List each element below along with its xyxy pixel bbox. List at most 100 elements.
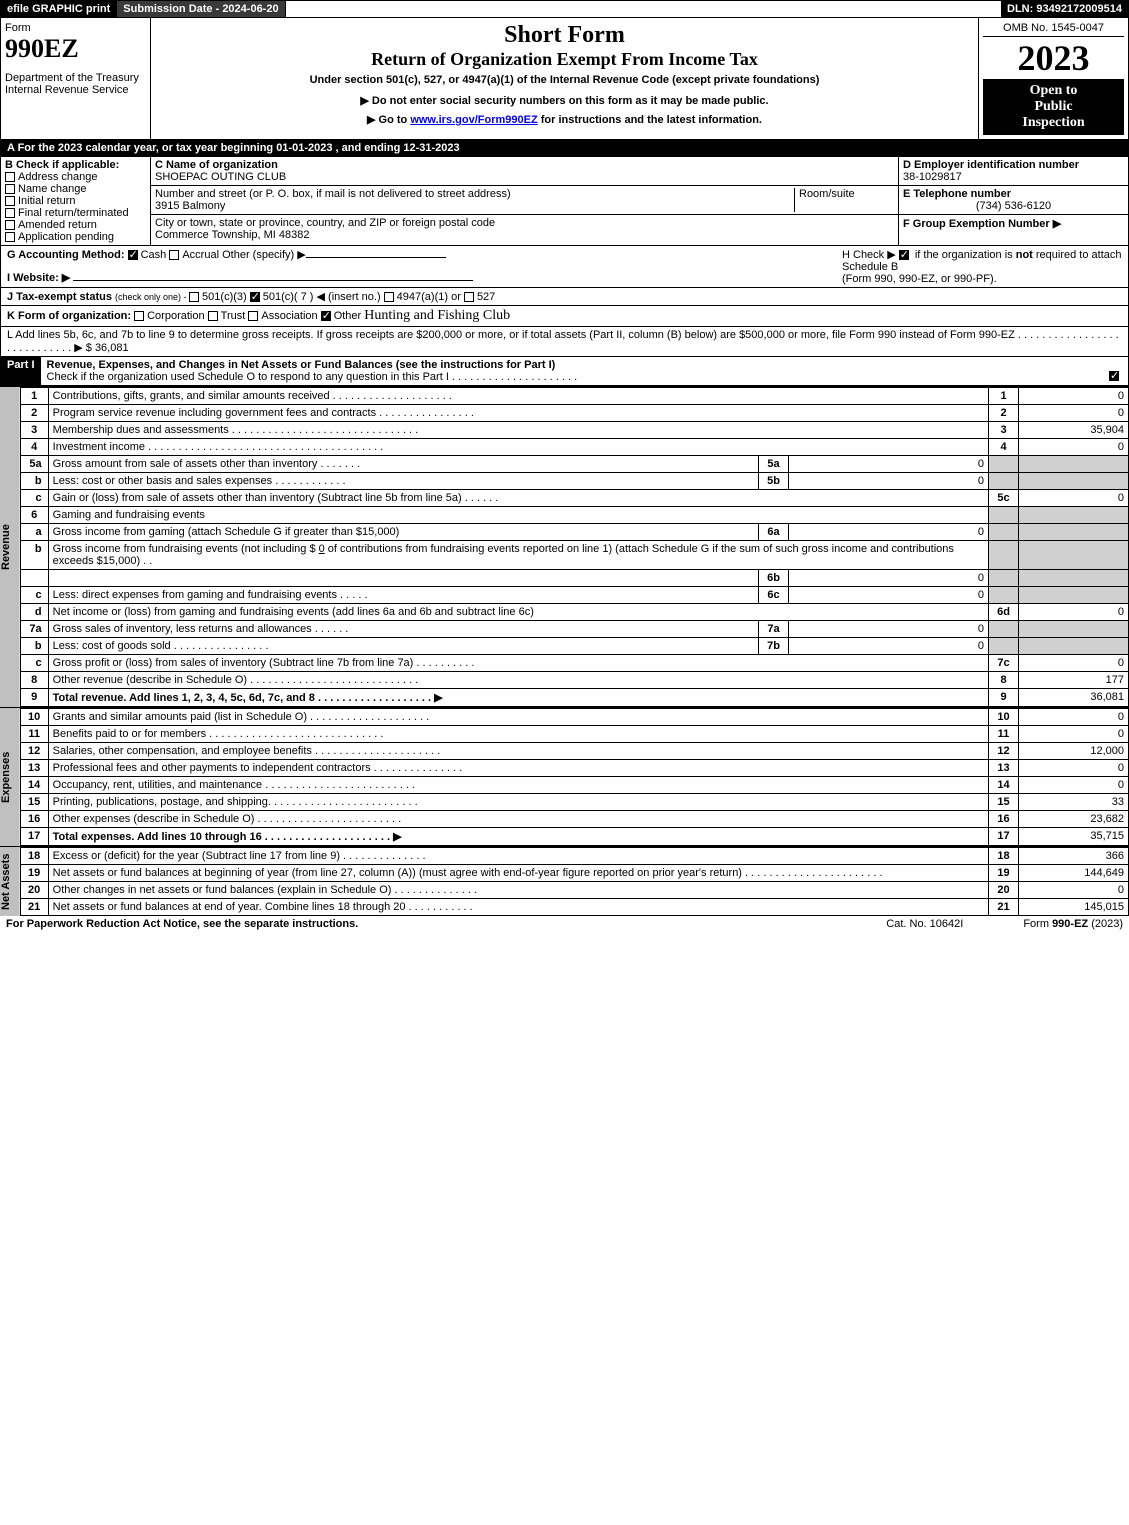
checkbox-501c[interactable] — [250, 292, 260, 302]
expenses-table: 10Grants and similar amounts paid (list … — [20, 708, 1129, 846]
line-4-desc: Investment income . . . . . . . . . . . … — [48, 439, 988, 456]
line-5b-desc: Less: cost or other basis and sales expe… — [48, 473, 758, 490]
omb-number: OMB No. 1545-0047 — [983, 22, 1124, 37]
checkbox-corp[interactable] — [134, 311, 144, 321]
checkbox-527[interactable] — [464, 292, 474, 302]
under-section: Under section 501(c), 527, or 4947(a)(1)… — [155, 74, 974, 86]
website-input[interactable] — [73, 280, 473, 281]
room-suite-label: Room/suite — [794, 188, 894, 212]
line-2-val: 0 — [1019, 405, 1129, 422]
line-20-val: 0 — [1019, 882, 1129, 899]
k-trust: Trust — [221, 310, 249, 322]
line-10-val: 0 — [1019, 709, 1129, 726]
line-6c-desc: Less: direct expenses from gaming and fu… — [48, 587, 758, 604]
line-21-val: 145,015 — [1019, 899, 1129, 916]
revenue-vert-label: Revenue — [0, 387, 20, 707]
checkbox-schedule-o[interactable] — [1109, 371, 1119, 381]
section-d: D Employer identification number 38-1029… — [898, 157, 1128, 245]
b-opt-name: Name change — [5, 183, 146, 195]
line-7c-desc: Gross profit or (loss) from sales of inv… — [48, 655, 988, 672]
info-block: B Check if applicable: Address change Na… — [0, 157, 1129, 246]
i-website-label: I Website: ▶ — [7, 272, 70, 284]
line-7b-val: 0 — [789, 638, 989, 655]
h-text4: (Form 990, 990-EZ, or 990-PF). — [842, 273, 997, 285]
checkbox-501c3[interactable] — [189, 292, 199, 302]
row-l: L Add lines 5b, 6c, and 7b to line 9 to … — [0, 327, 1129, 357]
expenses-section: Expenses 10Grants and similar amounts pa… — [0, 707, 1129, 846]
part1-label: Part I — [1, 357, 41, 385]
checkbox-initial-return[interactable] — [5, 196, 15, 206]
checkbox-accrual[interactable] — [169, 250, 179, 260]
line-8-desc: Other revenue (describe in Schedule O) .… — [48, 672, 988, 689]
line-15-val: 33 — [1019, 794, 1129, 811]
line-13-desc: Professional fees and other payments to … — [48, 760, 988, 777]
checkbox-pending[interactable] — [5, 232, 15, 242]
return-subtitle: Return of Organization Exempt From Incom… — [155, 49, 974, 70]
line-9-val: 36,081 — [1019, 689, 1129, 707]
line-6d-val: 0 — [1019, 604, 1129, 621]
line-3-desc: Membership dues and assessments . . . . … — [48, 422, 988, 439]
g-accrual: Accrual — [182, 249, 219, 261]
g-cash: Cash — [141, 249, 167, 261]
checkbox-h-not-required[interactable] — [899, 250, 909, 260]
line-6a-val: 0 — [789, 524, 989, 541]
l-text: L Add lines 5b, 6c, and 7b to line 9 to … — [7, 329, 1119, 354]
footer-right: Form 990-EZ (2023) — [1023, 918, 1123, 930]
netassets-table: 18Excess or (deficit) for the year (Subt… — [20, 847, 1129, 916]
efile-label: efile GRAPHIC print — [1, 1, 117, 17]
l-value: 36,081 — [95, 342, 129, 354]
expenses-vert-label: Expenses — [0, 708, 20, 846]
phone-value: (734) 536-6120 — [903, 200, 1124, 212]
section-c: C Name of organization SHOEPAC OUTING CL… — [151, 157, 898, 245]
org-street: 3915 Balmony — [155, 200, 225, 212]
part1-title: Revenue, Expenses, and Changes in Net As… — [47, 359, 556, 371]
line-15-desc: Printing, publications, postage, and shi… — [48, 794, 988, 811]
line-5c-val: 0 — [1019, 490, 1129, 507]
line-10-desc: Grants and similar amounts paid (list in… — [48, 709, 988, 726]
checkbox-assoc[interactable] — [248, 311, 258, 321]
org-name: SHOEPAC OUTING CLUB — [155, 171, 286, 183]
checkbox-other-org[interactable] — [321, 311, 331, 321]
line-6c-val: 0 — [789, 587, 989, 604]
checkbox-4947[interactable] — [384, 292, 394, 302]
k-other-value: Hunting and Fishing Club — [364, 308, 510, 323]
line-18-desc: Excess or (deficit) for the year (Subtra… — [48, 848, 988, 865]
k-assoc: Association — [261, 310, 320, 322]
open-public-badge: Open toPublicInspection — [983, 79, 1124, 135]
revenue-section: Revenue 1Contributions, gifts, grants, a… — [0, 386, 1129, 707]
row-k: K Form of organization: Corporation Trus… — [0, 306, 1129, 327]
line-16-val: 23,682 — [1019, 811, 1129, 828]
line-12-desc: Salaries, other compensation, and employ… — [48, 743, 988, 760]
form-word: Form — [5, 22, 146, 34]
line-5c-desc: Gain or (loss) from sale of assets other… — [48, 490, 988, 507]
j-4947: 4947(a)(1) or — [397, 291, 464, 303]
checkbox-trust[interactable] — [208, 311, 218, 321]
b-label: B Check if applicable: — [5, 159, 146, 171]
line-5b-val: 0 — [789, 473, 989, 490]
page-footer: For Paperwork Reduction Act Notice, see … — [0, 916, 1129, 932]
j-527: 527 — [477, 291, 495, 303]
line-18-val: 366 — [1019, 848, 1129, 865]
irs-link[interactable]: www.irs.gov/Form990EZ — [410, 114, 537, 126]
line-6d-desc: Net income or (loss) from gaming and fun… — [48, 604, 988, 621]
dln-label: DLN: 93492172009514 — [1001, 1, 1128, 17]
line-5a-desc: Gross amount from sale of assets other t… — [48, 456, 758, 473]
line-19-val: 144,649 — [1019, 865, 1129, 882]
j-small: (check only one) - — [115, 292, 189, 302]
line-6-desc: Gaming and fundraising events — [48, 507, 988, 524]
checkbox-amended[interactable] — [5, 220, 15, 230]
section-b: B Check if applicable: Address change Na… — [1, 157, 151, 245]
netassets-vert-label: Net Assets — [0, 847, 20, 916]
checkbox-name-change[interactable] — [5, 184, 15, 194]
line-2-desc: Program service revenue including govern… — [48, 405, 988, 422]
revenue-table: 1Contributions, gifts, grants, and simil… — [20, 387, 1129, 707]
line-14-val: 0 — [1019, 777, 1129, 794]
checkbox-cash[interactable] — [128, 250, 138, 260]
c-name-label: C Name of organization — [155, 159, 278, 171]
irs-label: Internal Revenue Service — [5, 84, 146, 96]
line-12-val: 12,000 — [1019, 743, 1129, 760]
tax-year: 2023 — [983, 37, 1124, 79]
checkbox-final-return[interactable] — [5, 208, 15, 218]
line-4-val: 0 — [1019, 439, 1129, 456]
checkbox-address-change[interactable] — [5, 172, 15, 182]
